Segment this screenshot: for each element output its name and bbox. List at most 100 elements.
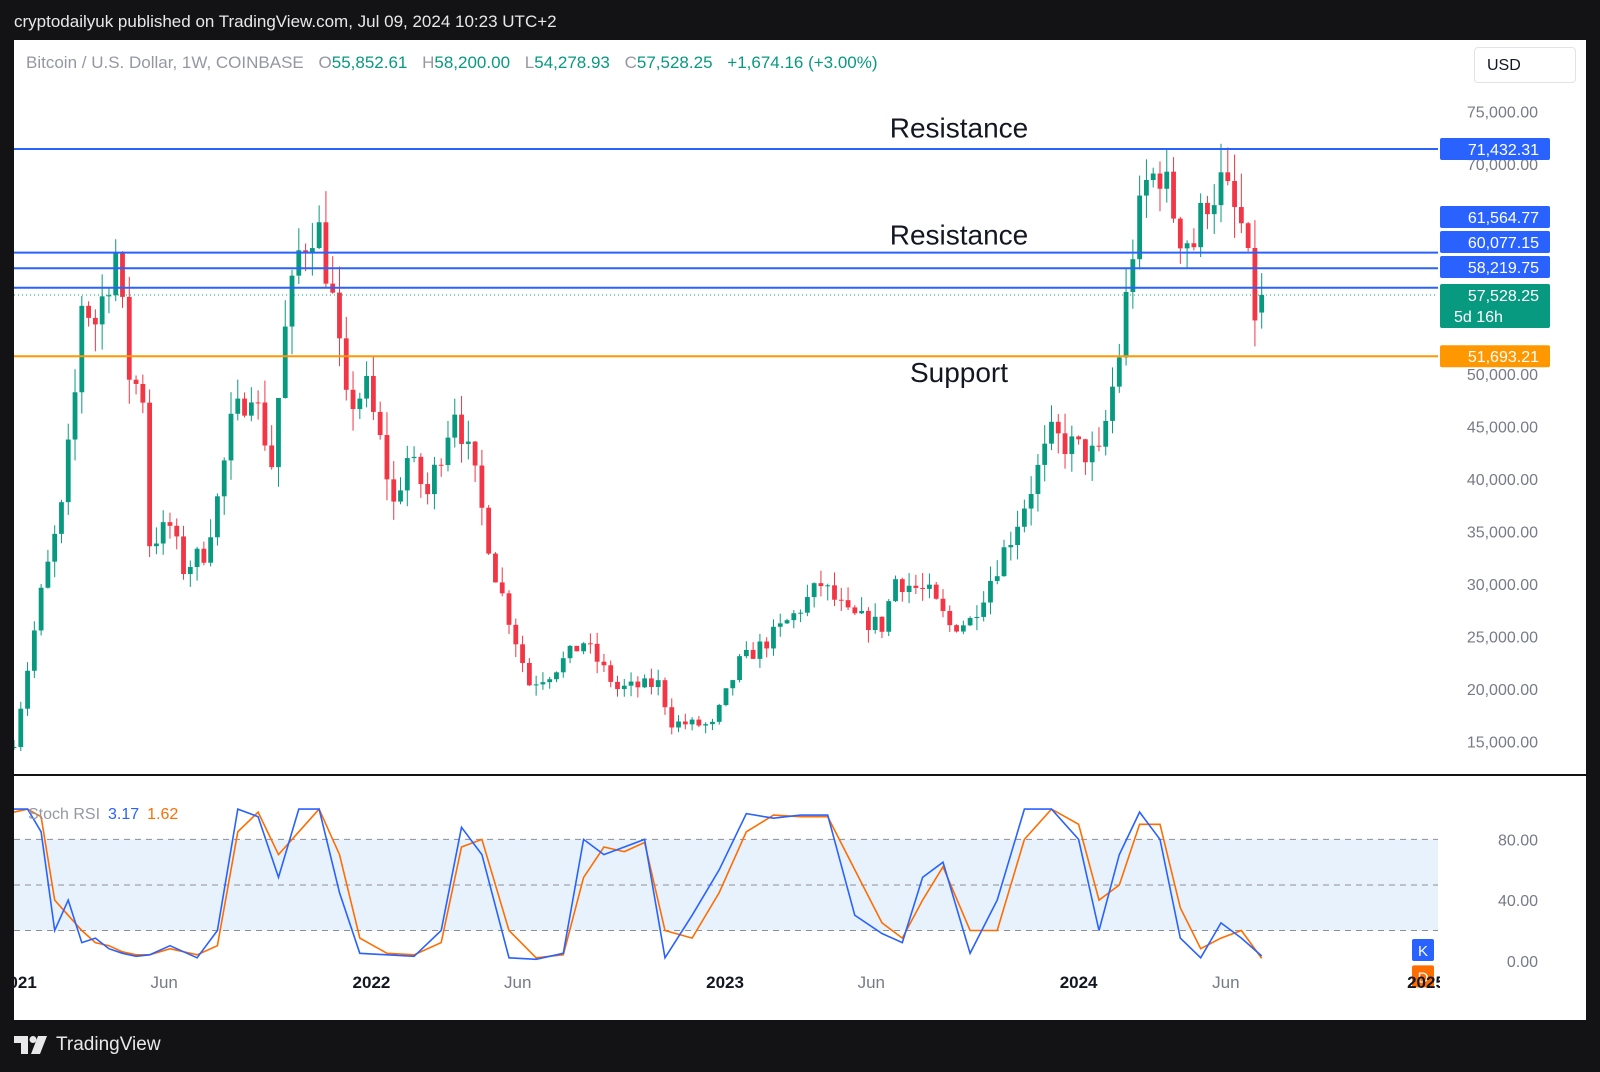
candle-body [920,587,926,589]
candle-body [472,441,478,466]
candle-body [255,402,261,404]
time-axis-tick-1: Jun [150,973,177,992]
candle-body [357,398,363,410]
rsi-axis-tick-1: 40.00 [1498,893,1538,910]
candle-body [1015,526,1020,546]
k-badge-text: K [1418,943,1428,960]
candle-body [520,644,525,663]
candle-body [1055,421,1061,434]
symbol-legend[interactable]: Bitcoin / U.S. Dollar, 1W, COINBASE O55,… [26,53,878,73]
candle-body [370,375,376,412]
candle-body [1062,433,1068,455]
candle-body [621,685,627,690]
price-axis-tick-7: 25,000.00 [1467,630,1538,647]
candle-body [642,678,648,688]
candle-body [682,721,688,725]
candles [14,143,1265,752]
chart-svg[interactable]: Resistance Resistance Support 75,000.00 70,0… [14,40,1586,1020]
price-axis-tick-6: 30,000.00 [1467,577,1538,594]
candle-body [859,610,865,614]
brand-name: TradingView [56,1034,161,1055]
candle-body [886,601,892,632]
candle-body [404,458,410,491]
candle-body [181,536,186,575]
symbol-title: Bitcoin / U.S. Dollar, 1W, COINBASE [26,53,304,72]
candle-body [866,610,871,631]
candle-body [1205,202,1210,215]
candle-body [1089,445,1095,463]
price-axis-tick-3: 45,000.00 [1467,420,1538,437]
candle-body [486,507,492,554]
candle-body [228,413,234,461]
candle-body [309,248,315,253]
candle-body [432,464,437,495]
candle-body [296,250,302,276]
candle-body [1123,291,1129,358]
candle-body [784,620,790,624]
candle-body [167,522,173,526]
candle-body [1116,357,1122,387]
candle-body [716,705,722,722]
level-tag-0-text: 71,432.31 [1468,142,1539,159]
candle-body [479,465,485,508]
tradingview-brand[interactable]: TradingView [14,1034,161,1056]
candle-body [154,543,159,547]
candle-body [377,411,383,436]
time-axis-tick-3: Jun [504,973,531,992]
level-tag-2: 60,077.15 [1440,231,1550,253]
level-tag-1: 61,564.77 [1440,206,1550,228]
open-label: O [318,53,332,72]
candle-body [425,484,431,495]
level-tag-3: 58,219.75 [1440,256,1550,278]
candle-body [160,522,166,544]
candle-body [526,662,532,686]
candle-body [730,680,736,689]
candle-body [235,398,241,414]
candle-body [533,684,539,686]
candle-body [635,681,641,688]
chart-panel: Resistance Resistance Support 75,000.00 70,0… [14,40,1586,1020]
stoch-rsi-legend[interactable]: Stoch RSI 3.17 1.62 [28,806,178,824]
candle-body [1028,493,1034,509]
candle-body [38,587,44,631]
candle-body [411,456,417,459]
candle-body [1042,443,1048,465]
candle-body [493,553,498,583]
candle-body [994,576,1000,581]
currency-button[interactable]: USD [1474,47,1576,83]
candle-body [1232,181,1237,208]
candle-body [838,599,844,601]
candle-body [1049,421,1054,444]
low-label: L [524,53,535,72]
candle-body [554,672,559,680]
candle-body [981,602,987,617]
candle-body [194,548,200,567]
level-tag-4-text: 51,693.21 [1468,349,1539,366]
candle-body [1001,547,1007,577]
candle-body [933,584,939,599]
time-axis-tick-8: 2025 [1407,973,1445,992]
price-axis-tick-9: 15,000.00 [1467,735,1538,752]
candle-body [988,580,993,603]
candle-body [499,582,505,594]
level-tag-3-text: 58,219.75 [1468,260,1539,277]
candle-body [811,583,817,598]
candle-body [899,579,905,593]
stoch-rsi-line-k [14,808,1263,961]
candle-body [750,649,756,659]
candle-body [126,296,132,380]
candle-body [1177,218,1183,249]
candle-body [120,252,125,297]
rsi-axis-tick-0: 80.00 [1498,832,1538,849]
candle-body [1130,259,1136,292]
candle-body [804,597,810,613]
candle-body [18,708,24,748]
candle-body [567,645,573,659]
candle-body [737,656,742,681]
candle-body [262,402,268,446]
candle-body [587,643,593,645]
low-value: 54,278.93 [534,53,610,72]
candle-body [65,439,71,503]
candle-body [906,585,912,593]
rsi-axis-tick-2: 0.00 [1507,954,1538,971]
